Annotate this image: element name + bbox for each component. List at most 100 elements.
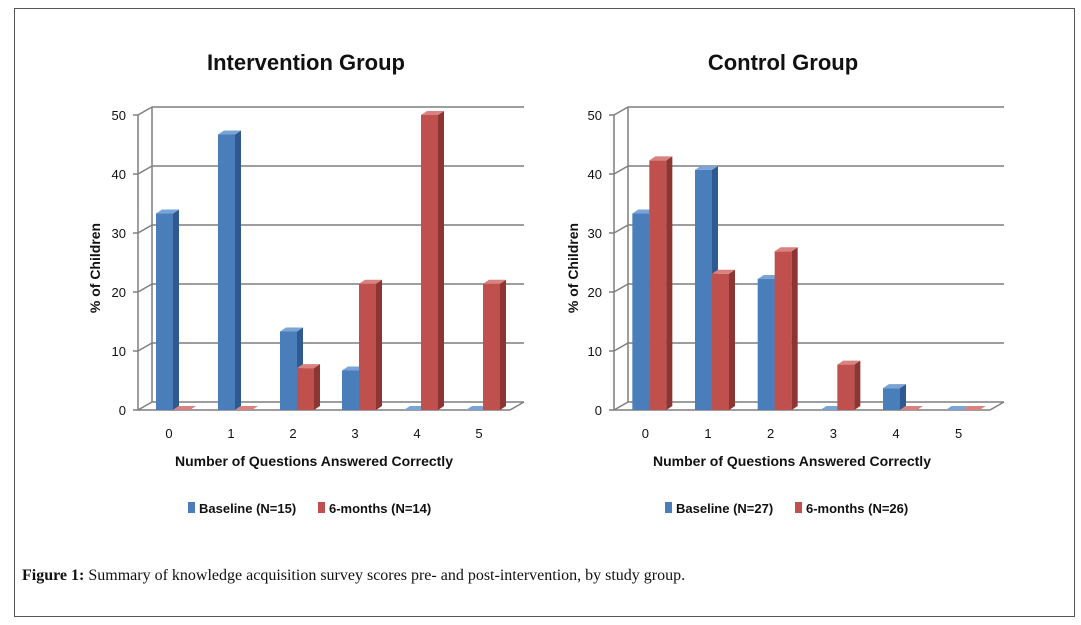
gridline-wall (137, 165, 153, 175)
bar-side (729, 269, 735, 410)
bar-top (649, 156, 673, 161)
legend-swatch (188, 502, 195, 513)
gridline-wall (613, 165, 629, 175)
bar-front (712, 273, 729, 410)
bar-side (438, 111, 444, 410)
y-tick-label: 30 (588, 226, 602, 241)
bar-top (837, 360, 861, 365)
bar-top (900, 406, 923, 410)
y-tick-label: 50 (112, 108, 126, 123)
x-tick-label: 4 (892, 426, 899, 441)
bar-front (774, 251, 792, 410)
legend-label: Baseline (N=27) (676, 501, 773, 516)
x-tick-label: 2 (767, 426, 774, 441)
bar-top (962, 406, 986, 410)
x-tick-label: 1 (227, 426, 234, 441)
gridline-wall (613, 342, 629, 352)
y-tick-label: 20 (588, 285, 602, 300)
bar-side (376, 279, 382, 410)
gridline-wall (137, 106, 153, 116)
gridline-wall (613, 401, 629, 411)
bar-side (173, 209, 179, 410)
caption-text: Summary of knowledge acquisition survey … (84, 567, 686, 584)
bar-top (218, 130, 241, 135)
y-tick-label: 30 (112, 226, 126, 241)
plot-grid (609, 106, 1005, 411)
bar-6-months-0 (173, 406, 196, 410)
y-tick-label: 10 (112, 344, 126, 359)
legend: Baseline (N=27) 6-months (N=26) (665, 501, 908, 516)
gridline-wall (613, 106, 629, 116)
chart-title: Control Group (708, 50, 858, 75)
bar-baseline-0 (156, 209, 179, 410)
bar-top (712, 269, 735, 274)
bar-6-months-1 (235, 406, 258, 410)
bar-top (945, 406, 969, 410)
y-tick-label: 0 (595, 403, 602, 418)
bar-front (695, 169, 712, 410)
y-tick-label: 10 (588, 344, 602, 359)
bar-top (483, 279, 506, 284)
legend-swatch (665, 502, 672, 513)
bar-6-months-1 (712, 269, 735, 410)
bar-top (173, 406, 196, 410)
y-tick-label: 20 (112, 285, 126, 300)
bar-6-months-2 (297, 364, 320, 410)
x-tick-label: 0 (642, 426, 649, 441)
y-tick-label: 50 (588, 108, 602, 123)
floor-edge (509, 401, 525, 411)
bar-6-months-4 (421, 111, 444, 410)
gridline-wall (613, 224, 629, 234)
figure-frame (14, 8, 1075, 617)
bar-front (297, 368, 314, 410)
figure-caption: Figure 1: Summary of knowledge acquisiti… (22, 567, 685, 585)
gridline-wall (137, 342, 153, 352)
bar-6-months-5 (483, 279, 506, 410)
caption-label: Figure 1: (22, 567, 85, 584)
y-axis-label: % of Children (565, 223, 581, 313)
bar-top (695, 165, 718, 170)
bar-6-months-2 (774, 247, 798, 410)
bar-front (757, 279, 775, 410)
bar-baseline-5 (945, 406, 969, 410)
legend-label: 6-months (N=14) (329, 501, 431, 516)
x-tick-label: 4 (413, 426, 420, 441)
x-tick-label: 2 (289, 426, 296, 441)
x-tick-label: 0 (165, 426, 172, 441)
y-axis-label: % of Children (87, 223, 103, 313)
x-tick-label: 5 (955, 426, 962, 441)
bar-front (421, 115, 438, 410)
bar-side (314, 364, 320, 410)
bar-top (297, 364, 320, 369)
x-tick-label: 3 (351, 426, 358, 441)
plot-grid (133, 106, 525, 411)
bar-front (359, 283, 376, 410)
control-group-chart: Control Group 0 10 20 30 40 50 0 1 2 3 4 5 Number of … (565, 50, 1005, 516)
bar-front (218, 134, 235, 410)
bar-side (854, 360, 861, 410)
y-tick-label: 0 (119, 403, 126, 418)
bar-top (359, 279, 382, 284)
x-tick-label: 1 (704, 426, 711, 441)
x-axis-label: Number of Questions Answered Correctly (653, 453, 931, 469)
bar-side (500, 279, 506, 410)
bar-side (900, 384, 906, 410)
bar-front (649, 160, 667, 410)
bar-front (837, 364, 855, 410)
bar-baseline-4 (883, 384, 906, 410)
bar-6-months-4 (900, 406, 923, 410)
bar-6-months-0 (649, 156, 673, 410)
bar-top (156, 209, 179, 214)
bar-side (791, 247, 798, 410)
bar-front (483, 283, 500, 410)
gridline-wall (613, 283, 629, 293)
bar-top (280, 327, 303, 332)
legend: Baseline (N=15) 6-months (N=14) (188, 501, 431, 516)
x-tick-label: 3 (830, 426, 837, 441)
bar-front (156, 213, 173, 410)
legend-swatch (318, 502, 325, 513)
gridline-wall (137, 224, 153, 234)
floor-edge (989, 401, 1005, 411)
bar-6-months-3 (359, 279, 382, 410)
bar-front (342, 370, 359, 410)
